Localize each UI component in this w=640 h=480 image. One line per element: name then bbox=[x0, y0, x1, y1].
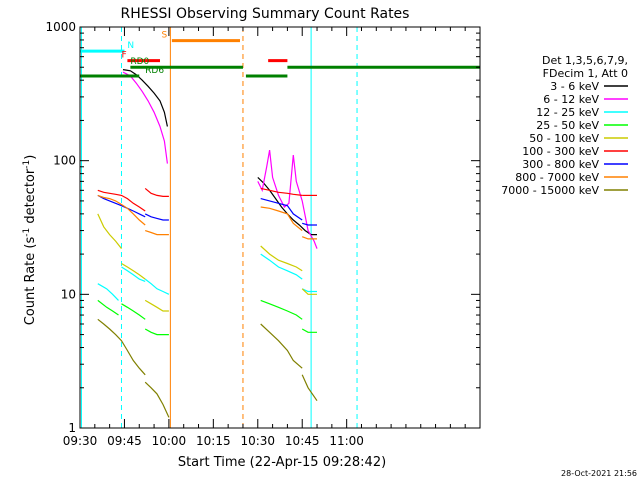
legend-entry-label: 3 - 6 keV bbox=[550, 80, 599, 93]
series-line-3-segment-5 bbox=[301, 288, 317, 293]
legend-header-line: Det 1,3,5,6,7,9, bbox=[542, 54, 628, 67]
series-line-2-segment-1 bbox=[122, 71, 168, 164]
series-line-5-segment-4 bbox=[260, 245, 303, 272]
plot-area bbox=[80, 27, 480, 428]
x-tick-label: 10:45 bbox=[285, 434, 320, 448]
series-line-3-segment-3 bbox=[144, 278, 170, 295]
x-tick-label: 10:30 bbox=[240, 434, 275, 448]
x-tick-label: 11:00 bbox=[329, 434, 364, 448]
flag-label-rd0: RD0 bbox=[130, 57, 149, 67]
y-tick-label: 1 bbox=[68, 421, 76, 435]
series-line-5-segment-1 bbox=[97, 213, 122, 249]
flag-label-f: F bbox=[121, 51, 126, 61]
series-line-3-segment-4 bbox=[260, 253, 303, 280]
series-line-4-segment-2 bbox=[121, 303, 146, 320]
series-line-8-segment-4 bbox=[301, 236, 317, 240]
series-line-6-segment-3 bbox=[260, 187, 303, 196]
series-line-5-segment-3 bbox=[144, 299, 169, 312]
flag-label-n: N bbox=[127, 41, 134, 51]
y-axis-label: Count Rate (s-1 detector-1) bbox=[22, 155, 38, 326]
series-line-8-segment-1 bbox=[97, 194, 146, 226]
x-tick-label: 10:00 bbox=[152, 434, 187, 448]
series-line-7-segment-3 bbox=[260, 198, 303, 221]
series-line-9-segment-2 bbox=[144, 381, 170, 418]
series-line-5-segment-2 bbox=[121, 262, 146, 280]
x-tick-label: 09:30 bbox=[63, 434, 98, 448]
series-line-5-segment-5 bbox=[301, 288, 317, 295]
legend-entry-label: 7000 - 15000 keV bbox=[501, 184, 599, 197]
series-line-6-segment-2 bbox=[144, 187, 169, 197]
series-line-7-segment-4 bbox=[302, 222, 317, 226]
series-line-6-segment-1 bbox=[97, 189, 146, 212]
flag-label-rd6: RD6 bbox=[145, 66, 164, 76]
y-tick-label: 1000 bbox=[45, 20, 76, 34]
x-tick-label: 09:45 bbox=[107, 434, 142, 448]
timestamp: 28-Oct-2021 21:56 bbox=[561, 469, 637, 478]
legend-entry-label: 300 - 800 keV bbox=[522, 158, 599, 171]
series-line-4-segment-3 bbox=[144, 328, 169, 336]
flag-label-s: S bbox=[161, 31, 167, 41]
series-line-4-segment-5 bbox=[301, 328, 317, 333]
legend-entry-label: 100 - 300 keV bbox=[522, 145, 599, 158]
series-layer bbox=[97, 69, 318, 418]
series-line-9-segment-4 bbox=[301, 374, 318, 402]
plot-background bbox=[80, 27, 480, 428]
series-line-1-segment-1 bbox=[122, 69, 168, 127]
legend-entry-label: 800 - 7000 keV bbox=[515, 171, 599, 184]
series-line-3-segment-1 bbox=[97, 283, 119, 301]
series-line-4-segment-1 bbox=[97, 299, 119, 316]
series-line-9-segment-3 bbox=[260, 323, 303, 369]
series-line-8-segment-2 bbox=[145, 230, 169, 236]
x-axis-label: Start Time (22-Apr-15 09:28:42) bbox=[178, 455, 386, 470]
series-line-9-segment-1 bbox=[97, 318, 146, 376]
series-line-3-segment-2 bbox=[121, 266, 146, 282]
legend: Det 1,3,5,6,7,9,FDecim 1, Att 03 - 6 keV… bbox=[501, 54, 628, 197]
series-line-7-segment-2 bbox=[144, 213, 169, 221]
series-line-8-segment-3 bbox=[260, 206, 303, 232]
x-tick-label: 10:15 bbox=[196, 434, 231, 448]
legend-header-line: FDecim 1, Att 0 bbox=[543, 67, 628, 80]
legend-entry-label: 50 - 100 keV bbox=[529, 132, 599, 145]
vertical-markers bbox=[80, 27, 358, 428]
legend-entry-label: 12 - 25 keV bbox=[536, 106, 599, 119]
y-tick-label: 10 bbox=[61, 287, 76, 301]
legend-entry-label: 6 - 12 keV bbox=[543, 93, 599, 106]
plot-frame bbox=[79, 26, 481, 429]
y-tick-label: 100 bbox=[53, 154, 76, 168]
series-line-4-segment-4 bbox=[260, 299, 303, 320]
axes: 1 10 100 1000 09:30 09:45 10:00 10:15 10:30 10:45… bbox=[45, 20, 481, 448]
series-line-7-segment-1 bbox=[97, 194, 146, 218]
legend-entry-label: 25 - 50 keV bbox=[536, 119, 599, 132]
chart-title: RHESSI Observing Summary Count Rates bbox=[121, 6, 410, 22]
